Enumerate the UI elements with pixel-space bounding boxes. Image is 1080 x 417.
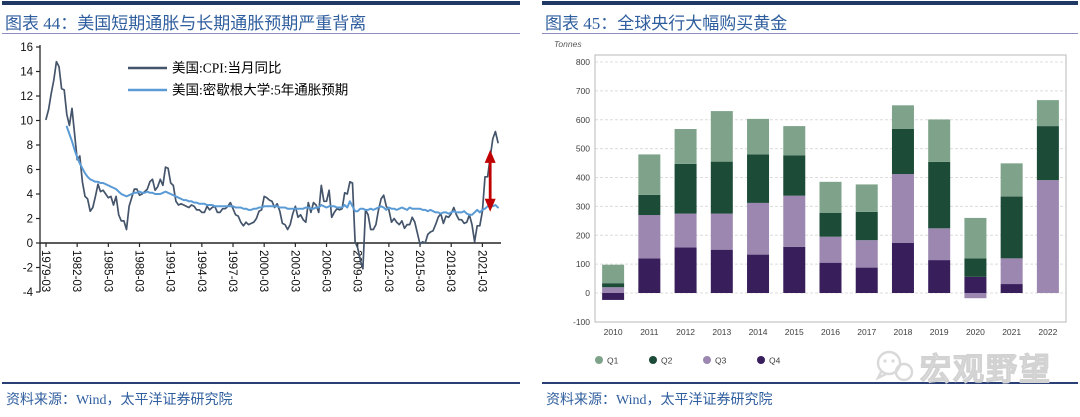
svg-text:0: 0 [27,238,33,250]
svg-text:2022: 2022 [1038,327,1057,337]
figure-44-panel: 图表 44：美国短期通胀与长期通胀预期严重背离 16 14 12 10 8 6 4 2 0 -2 -… [0,0,522,417]
svg-text:2015-03: 2015-03 [413,250,425,292]
svg-text:8: 8 [27,140,33,152]
watermark: 宏观野望 [873,344,1052,389]
svg-text:2020: 2020 [966,327,985,337]
svg-text:6: 6 [27,165,33,177]
svg-text:2009-03: 2009-03 [351,250,363,292]
svg-text:200: 200 [576,230,590,240]
svg-text:Q1: Q1 [607,356,619,366]
svg-text:-100: -100 [573,317,590,327]
figure-45-title: 图表 45：全球央行大幅购买黄金 [545,14,788,33]
svg-text:700: 700 [576,86,590,96]
svg-text:1985-03: 1985-03 [101,250,113,292]
svg-text:Tonnes: Tonnes [554,39,582,49]
svg-text:美国:CPI:当月同比: 美国:CPI:当月同比 [172,61,282,76]
central-bank-gold-purchases-bar-chart: Tonnes 800 700 600 500 400 300 200 100 0 -100 2010 2… [554,39,1067,366]
svg-text:2012-03: 2012-03 [382,250,394,292]
title-underline [2,33,520,34]
svg-text:2019: 2019 [930,327,949,337]
svg-text:1979-03: 1979-03 [39,250,51,292]
svg-text:14: 14 [20,67,33,79]
svg-text:2013: 2013 [712,327,731,337]
svg-text:1994-03: 1994-03 [195,250,207,292]
svg-text:2010: 2010 [604,327,623,337]
source-divider [2,382,520,384]
svg-text:1988-03: 1988-03 [133,250,145,292]
svg-text:2016: 2016 [821,327,840,337]
svg-text:100: 100 [576,259,590,269]
svg-text:Q3: Q3 [715,356,727,366]
svg-text:1982-03: 1982-03 [70,250,82,292]
svg-text:2018: 2018 [894,327,913,337]
svg-text:Q2: Q2 [661,356,673,366]
source-divider [542,382,1078,384]
svg-text:2015: 2015 [785,327,804,337]
svg-text:1997-03: 1997-03 [226,250,238,292]
svg-text:2006-03: 2006-03 [320,250,332,292]
svg-text:10: 10 [20,116,33,128]
figure-44-source: 资料来源：Wind，太平洋证券研究院 [6,393,233,408]
wechat-bubbles-icon [875,350,914,381]
svg-text:-4: -4 [23,287,34,299]
svg-text:12: 12 [20,91,33,103]
svg-text:2017: 2017 [857,327,876,337]
svg-text:-2: -2 [23,263,33,275]
figure-45-panel: 图表 45：全球央行大幅购买黄金 Tonnes 800 700 600 500 400 30… [540,0,1080,417]
figure-45-source: 资料来源：Wind，太平洋证券研究院 [546,393,773,408]
svg-text:0: 0 [585,288,590,298]
svg-text:2: 2 [27,214,33,226]
svg-text:2012: 2012 [676,327,695,337]
svg-text:Q4: Q4 [769,356,781,366]
svg-text:800: 800 [576,57,590,67]
top-accent-bar [2,1,520,5]
svg-text:2021-03: 2021-03 [475,250,487,292]
figure-44-title: 图表 44：美国短期通胀与长期通胀预期严重背离 [5,14,367,33]
watermark-text: 宏观野望 [920,352,1052,388]
svg-text:2011: 2011 [640,327,659,337]
svg-text:2021: 2021 [1002,327,1021,337]
svg-text:2000-03: 2000-03 [257,250,269,292]
title-underline [542,33,1078,34]
svg-text:美国:密歇根大学:5年通胀预期: 美国:密歇根大学:5年通胀预期 [172,82,348,98]
svg-text:1991-03: 1991-03 [164,250,176,292]
svg-text:4: 4 [27,189,34,201]
svg-text:400: 400 [576,173,590,183]
svg-text:600: 600 [576,115,590,125]
svg-text:16: 16 [20,42,33,54]
svg-text:2014: 2014 [749,327,768,337]
top-accent-bar [542,1,1078,5]
svg-text:2018-03: 2018-03 [444,250,456,292]
svg-text:300: 300 [576,201,590,211]
svg-text:2003-03: 2003-03 [288,250,300,292]
cpi-vs-inflation-expectations-line-chart: 16 14 12 10 8 6 4 2 0 -2 -4 1979-03 1982-03 1985-03 19… [20,42,501,299]
svg-text:500: 500 [576,144,590,154]
